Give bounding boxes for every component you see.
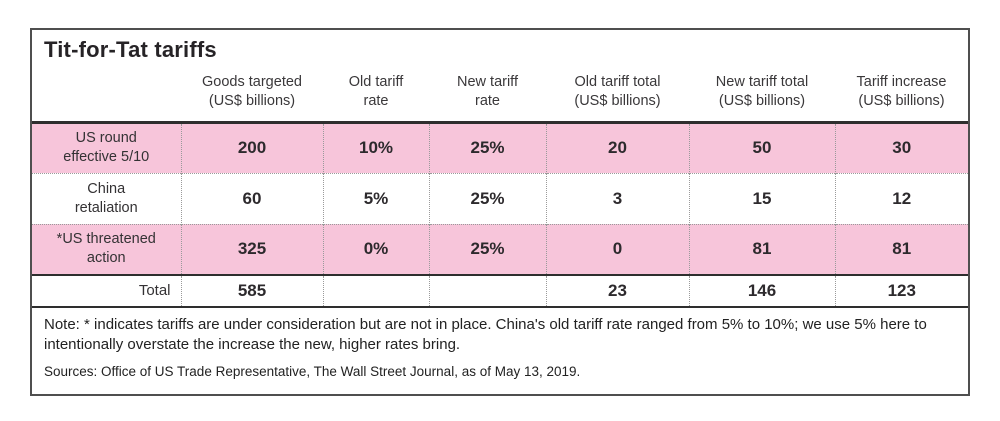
data-cell: 50 [688, 122, 835, 173]
data-cell: 60 [180, 172, 323, 224]
total-cell [322, 274, 429, 306]
column-header-new-tariff-rate: New tariff rate [429, 63, 546, 124]
header-row: Goods targeted (US$ billions) Old tariff… [32, 63, 968, 124]
column-header-goods-targeted: Goods targeted (US$ billions) [181, 63, 323, 124]
column-header-tariff-increase: Tariff increase (US$ billions) [835, 63, 968, 124]
row-label: *US threatened action [32, 223, 181, 275]
table-row-total: Total 585 23 146 123 [32, 274, 968, 306]
row-label: China retaliation [32, 172, 181, 224]
figure-title: Tit-for-Tat tariffs [44, 37, 217, 62]
data-cell: 10% [322, 122, 429, 173]
data-cell: 12 [834, 172, 968, 224]
total-cell: 23 [545, 274, 689, 306]
column-header-old-tariff-rate: Old tariff rate [323, 63, 429, 124]
total-cell: 123 [834, 274, 968, 306]
sources-text: Sources: Office of US Trade Representati… [44, 363, 581, 379]
footnote-area: Note: * indicates tariffs are under cons… [32, 306, 968, 379]
data-cell: 0% [322, 223, 429, 275]
column-header-old-tariff-total: Old tariff total (US$ billions) [546, 63, 689, 124]
total-cell: 146 [688, 274, 835, 306]
tariff-table: Goods targeted (US$ billions) Old tariff… [32, 63, 968, 306]
data-cell: 81 [688, 223, 835, 275]
total-label: Total [32, 274, 181, 306]
total-cell [428, 274, 546, 306]
note-text: Note: * indicates tariffs are under cons… [44, 316, 927, 354]
data-cell: 5% [322, 172, 429, 224]
data-cell: 325 [180, 223, 323, 275]
data-cell: 25% [428, 172, 546, 224]
data-cell: 0 [545, 223, 689, 275]
table-row-us-threatened: *US threatened action 325 0% 25% 0 81 81 [32, 223, 968, 275]
row-label: US round effective 5/10 [32, 122, 181, 173]
data-cell: 20 [545, 122, 689, 173]
data-cell: 15 [688, 172, 835, 224]
data-cell: 30 [834, 122, 968, 173]
tariff-table-figure: Tit-for-Tat tariffs Goods targeted (US$ … [30, 28, 970, 396]
total-cell: 585 [180, 274, 323, 306]
data-cell: 81 [834, 223, 968, 275]
table-row-china-retaliation: China retaliation 60 5% 25% 3 15 12 [32, 172, 968, 224]
table-row-us-round: US round effective 5/10 200 10% 25% 20 5… [32, 122, 968, 173]
data-cell: 25% [428, 223, 546, 275]
data-cell: 3 [545, 172, 689, 224]
data-cell: 200 [180, 122, 323, 173]
column-header-rowlabel [32, 63, 181, 124]
column-header-new-tariff-total: New tariff total (US$ billions) [689, 63, 835, 124]
data-cell: 25% [428, 122, 546, 173]
